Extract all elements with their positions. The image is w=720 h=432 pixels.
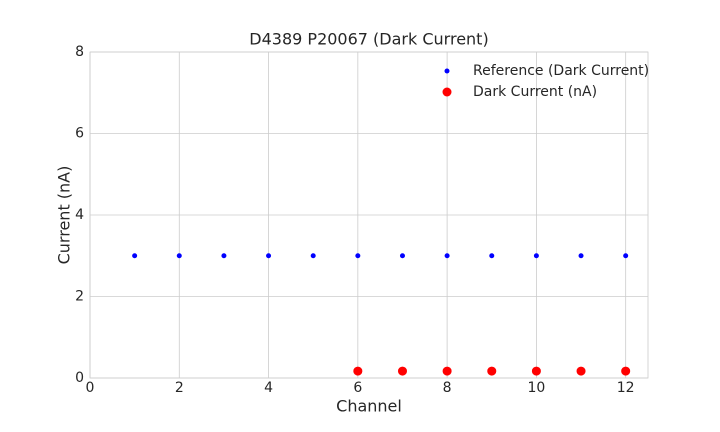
point: [399, 253, 405, 259]
point: [442, 366, 452, 376]
point: [444, 253, 450, 259]
point: [578, 253, 584, 259]
y-tick-label: 0: [75, 370, 84, 386]
x-tick-label: 10: [527, 380, 545, 396]
point: [176, 253, 182, 259]
y-tick-label: 8: [75, 44, 84, 60]
point: [397, 366, 407, 376]
point: [132, 253, 138, 259]
point: [576, 366, 586, 376]
point: [266, 253, 272, 259]
point: [487, 366, 497, 376]
point: [221, 253, 227, 259]
chart-title: D4389 P20067 (Dark Current): [249, 30, 488, 49]
plot-frame: [89, 51, 649, 379]
x-tick-label: 6: [353, 380, 362, 396]
legend-marker: [444, 68, 450, 74]
x-axis-label: Channel: [336, 397, 402, 416]
point: [489, 253, 495, 259]
point: [623, 253, 629, 259]
point: [531, 366, 541, 376]
x-tick-label: 12: [617, 380, 635, 396]
x-tick-label: 2: [175, 380, 184, 396]
point: [621, 366, 631, 376]
legend-marker: [442, 87, 452, 97]
y-axis-label: Current (nA): [55, 166, 74, 265]
point: [310, 253, 316, 259]
y-tick-label: 2: [75, 289, 84, 305]
point: [353, 366, 363, 376]
point: [355, 253, 361, 259]
legend-label: Reference (Dark Current): [473, 63, 649, 79]
y-tick-label: 4: [75, 207, 84, 223]
x-tick-label: 8: [443, 380, 452, 396]
y-tick-label: 6: [75, 126, 84, 142]
legend-label: Dark Current (nA): [473, 84, 597, 100]
x-tick-label: 0: [86, 380, 95, 396]
x-tick-label: 4: [264, 380, 273, 396]
point: [533, 253, 539, 259]
